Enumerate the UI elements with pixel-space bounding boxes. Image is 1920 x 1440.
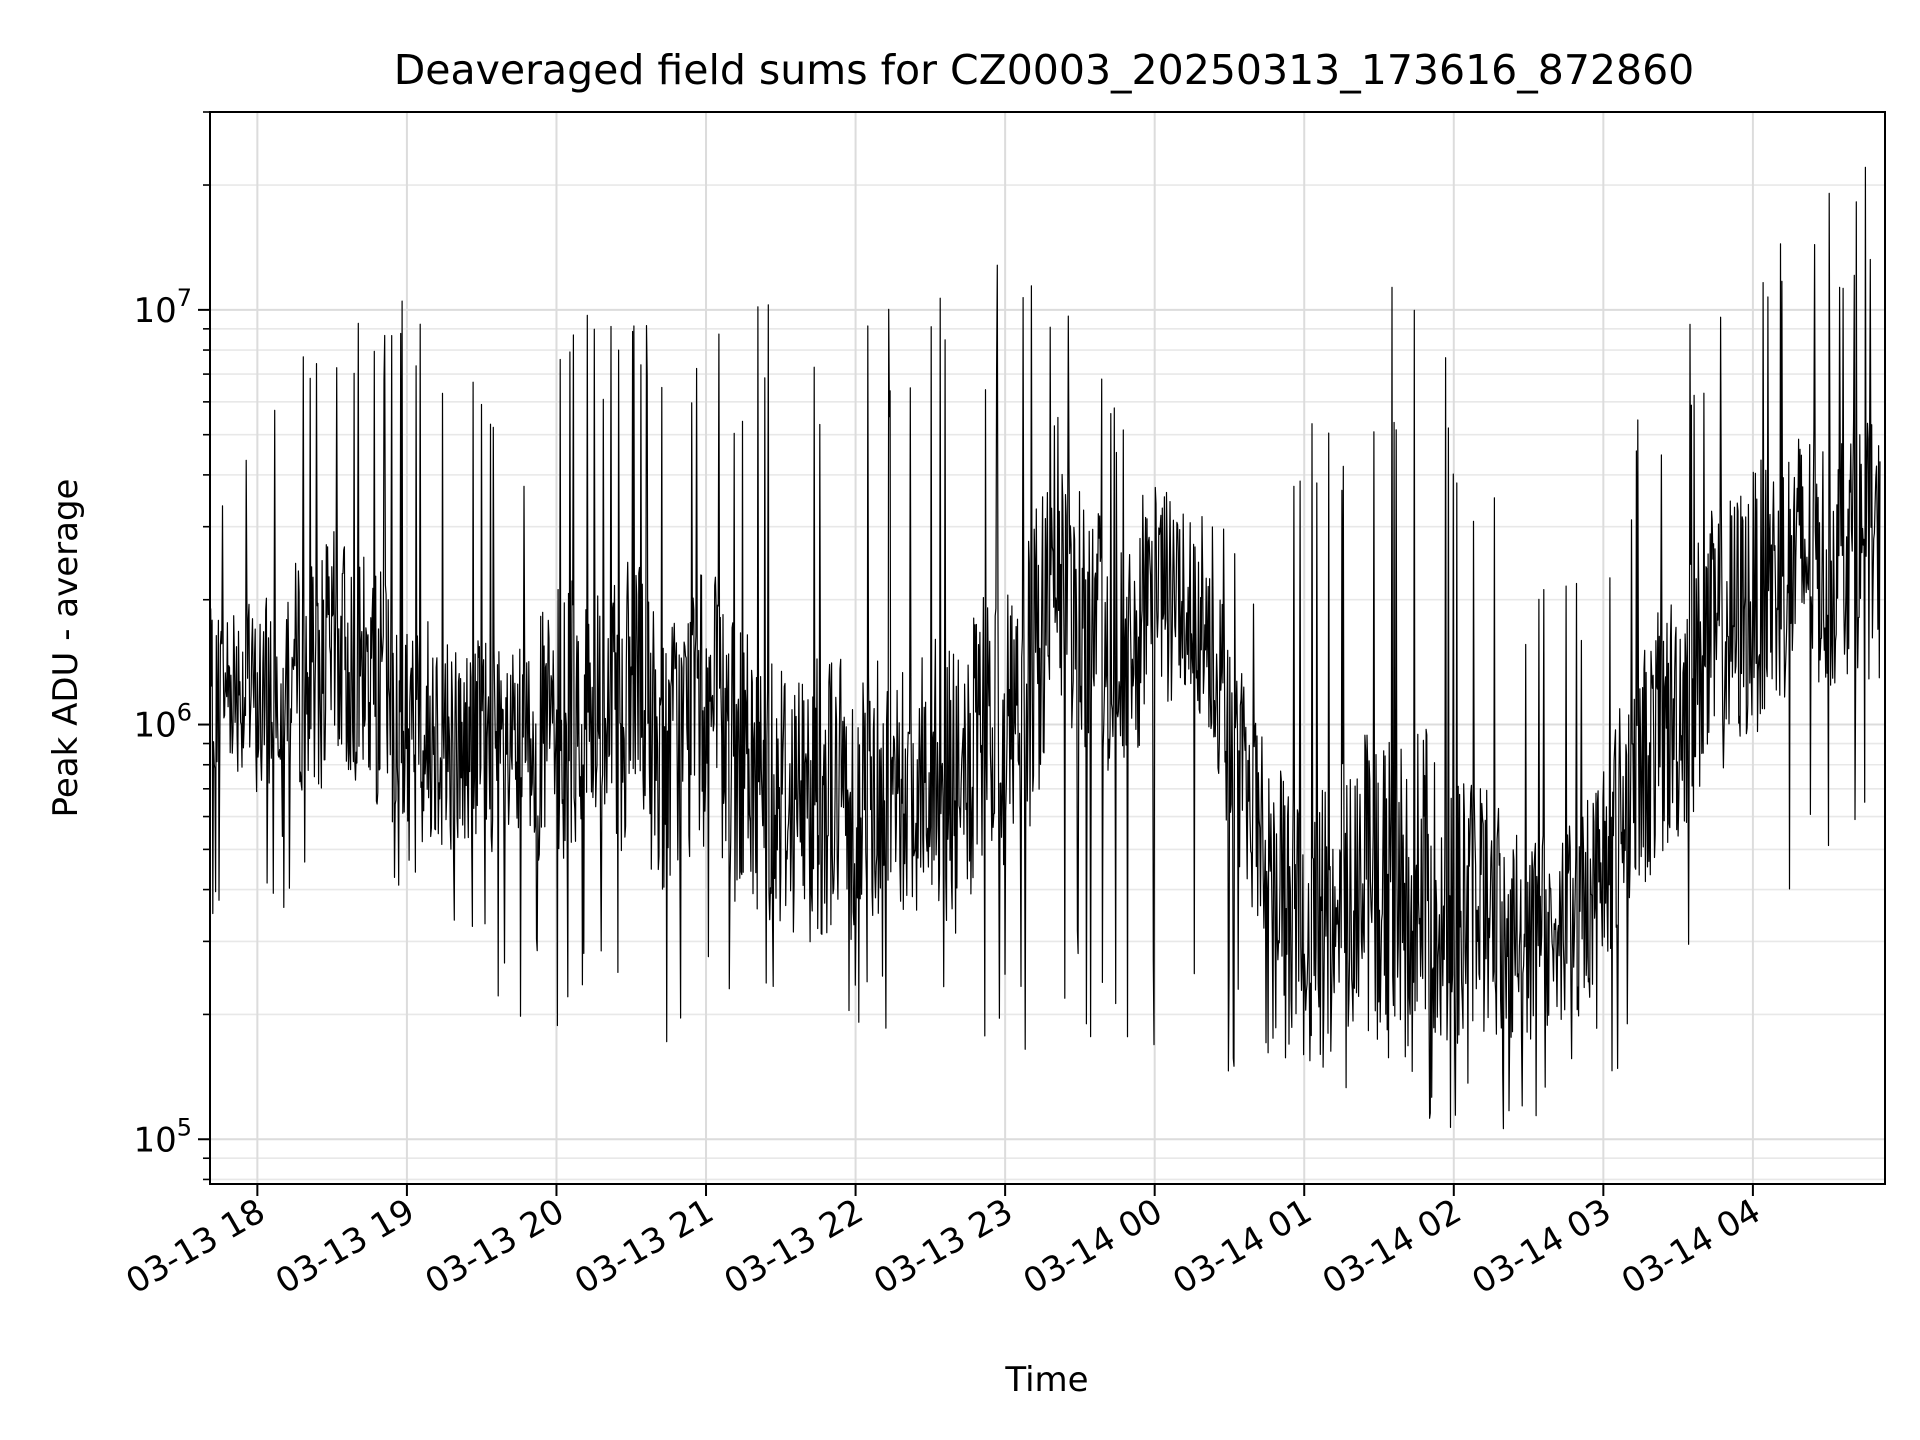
series-layer [209,166,1881,1130]
data-series-line [209,166,1881,1130]
plot-area [209,111,1886,1185]
plot-frame [209,111,1886,1185]
chart-title: Deaveraged field sums for CZ0003_2025031… [394,46,1695,94]
y-axis-label: Peak ADU - average [46,479,86,818]
x-axis-label: Time [1004,1360,1088,1400]
